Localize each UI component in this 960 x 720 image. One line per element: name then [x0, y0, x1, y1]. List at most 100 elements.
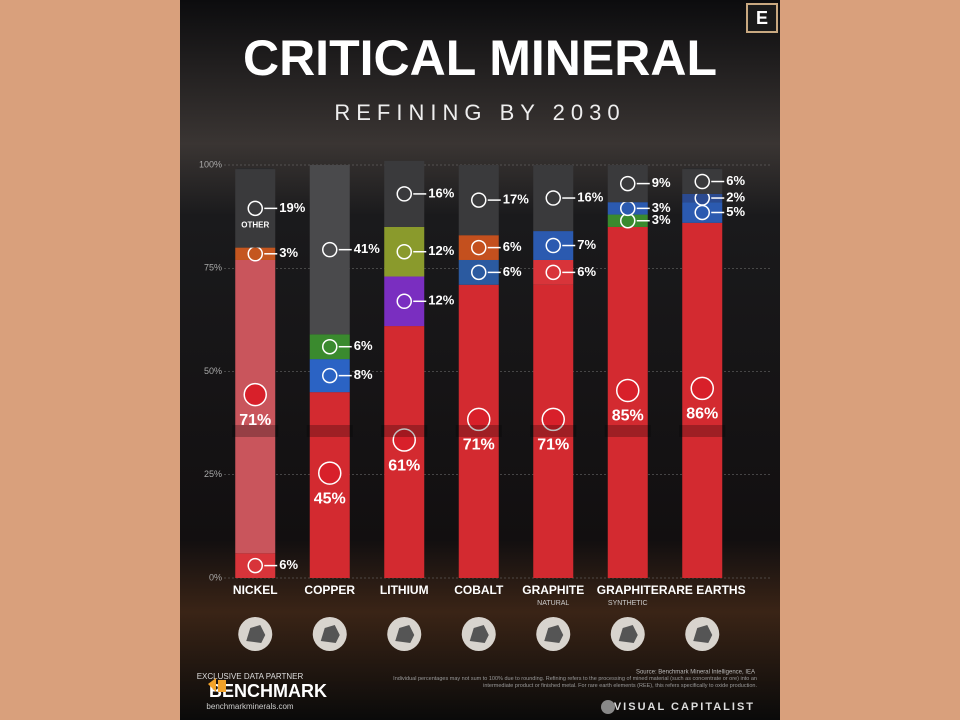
chimney-band [381, 425, 428, 437]
x-tick-label: GRAPHITE [522, 583, 584, 597]
value-label: 17% [503, 192, 529, 207]
flag [247, 200, 263, 217]
mineral-rock [395, 625, 415, 643]
other-label: OTHER [241, 220, 269, 229]
mineral-rock [544, 625, 564, 643]
value-label: 6% [726, 173, 745, 188]
logo-box [746, 3, 778, 33]
x-subtick-label: SYNTHETIC [608, 600, 648, 607]
flag [471, 239, 487, 256]
y-tick-label: 75% [204, 263, 222, 273]
mineral-rock [246, 625, 266, 643]
value-label: 16% [428, 185, 454, 200]
y-tick-label: 100% [199, 159, 222, 169]
bar-segment [458, 284, 499, 578]
logo: E [756, 8, 768, 28]
flag [322, 367, 338, 384]
flag [247, 246, 263, 262]
flag [620, 200, 636, 217]
brand: VISUAL CAPITALIST [614, 701, 755, 713]
x-tick-label: LITHIUM [380, 583, 429, 597]
flag [616, 378, 640, 403]
value-label: 6% [279, 557, 298, 572]
flag [467, 407, 491, 432]
flag [318, 461, 342, 485]
value-label: 71% [463, 437, 495, 454]
chimney-band [232, 425, 279, 437]
value-label: 12% [428, 243, 454, 258]
flag [620, 175, 636, 192]
flag [471, 264, 487, 281]
flag [694, 204, 710, 221]
brand-icon [601, 700, 615, 714]
value-label: 16% [577, 189, 603, 204]
x-tick-label: COPPER [304, 583, 355, 597]
flag [541, 407, 565, 432]
note: Individual percentages may not sum to 10… [393, 676, 757, 690]
value-label: 12% [428, 293, 454, 308]
chimney-band [306, 425, 353, 437]
chimney-band [679, 425, 726, 437]
partner-url: benchmarkminerals.com [206, 702, 293, 711]
flag [322, 241, 338, 258]
x-subtick-label: NATURAL [537, 600, 569, 607]
mineral-rock [469, 625, 489, 643]
value-label: 41% [354, 241, 380, 256]
value-label: 86% [686, 406, 718, 423]
title: CRITICAL MINERAL [243, 30, 717, 86]
bar-segment [682, 222, 723, 578]
value-label: 3% [279, 245, 298, 260]
value-label: 19% [279, 200, 305, 215]
value-label: 8% [354, 367, 373, 382]
value-label: 6% [577, 264, 596, 279]
value-label: 7% [577, 237, 596, 252]
bar-segment [235, 259, 276, 554]
flag [396, 243, 412, 260]
value-label: 6% [354, 338, 373, 353]
flag [545, 237, 561, 254]
chimney-band [530, 425, 577, 437]
mineral-rock [320, 625, 340, 643]
x-tick-label: RARE EARTHS [659, 583, 746, 597]
flag [392, 428, 416, 452]
flag [243, 382, 267, 407]
flag [396, 186, 412, 202]
flag [471, 192, 487, 208]
note-box: Individual percentages may not sum to 10… [393, 676, 757, 690]
bar-segment [309, 392, 350, 578]
value-label: 3% [652, 200, 671, 215]
bar-segment [607, 226, 648, 578]
subtitle: REFINING BY 2030 [334, 100, 625, 125]
value-label: 6% [503, 264, 522, 279]
flag [322, 338, 338, 355]
poster: E CRITICAL MINERAL REFINING BY 2030 0% 25… [180, 0, 780, 720]
value-label: 2% [726, 189, 745, 204]
value-label: 45% [314, 490, 346, 507]
bar-segment [384, 326, 425, 578]
flag [396, 293, 412, 310]
chimney-band [455, 425, 502, 437]
plot: 0% 25% 50% 75% 100% 6% 71% 3% 19% OTHER NICKEL 45% 8… [199, 159, 770, 651]
y-tick-label: 25% [204, 469, 222, 479]
partner-logo [208, 678, 226, 692]
value-label: 3% [652, 212, 671, 227]
mineral-rock [618, 625, 638, 643]
value-label: 6% [503, 239, 522, 254]
value-label: 5% [726, 204, 745, 219]
bar-segment [533, 284, 574, 578]
flag [690, 376, 714, 401]
mineral-rock [693, 625, 713, 643]
value-label: 71% [537, 437, 569, 454]
value-label: 71% [239, 412, 271, 429]
source: Source: Benchmark Mineral Intelligence, … [636, 670, 755, 676]
flag [545, 264, 561, 281]
value-label: 85% [612, 408, 644, 425]
x-tick-label: NICKEL [233, 583, 278, 597]
chimney-band [604, 425, 651, 437]
x-tick-label: GRAPHITE [597, 583, 659, 597]
x-tick-label: COBALT [454, 583, 504, 597]
y-tick-label: 0% [209, 572, 222, 582]
partner: BENCHMARK [209, 681, 327, 701]
flag [545, 190, 561, 206]
flag [694, 173, 710, 190]
